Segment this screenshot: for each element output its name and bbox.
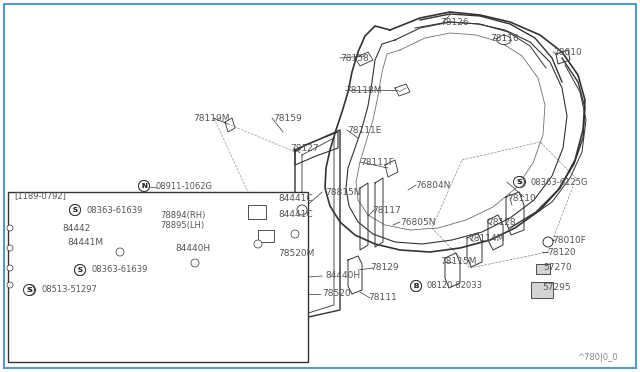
Text: S: S bbox=[77, 267, 83, 273]
Circle shape bbox=[7, 245, 13, 251]
Text: 78111F: 78111F bbox=[360, 157, 394, 167]
Bar bbox=[8, 192, 308, 362]
Text: S: S bbox=[77, 267, 83, 273]
Text: 78894(RH): 78894(RH) bbox=[160, 211, 205, 219]
Text: 78119M: 78119M bbox=[193, 113, 230, 122]
Circle shape bbox=[24, 285, 35, 295]
Text: 08513-51297: 08513-51297 bbox=[41, 285, 97, 295]
Circle shape bbox=[70, 205, 81, 215]
Text: 08363-61639: 08363-61639 bbox=[86, 205, 142, 215]
Text: 78159: 78159 bbox=[273, 113, 301, 122]
Text: S: S bbox=[26, 287, 31, 293]
Circle shape bbox=[410, 280, 422, 292]
Text: 84440H: 84440H bbox=[175, 244, 210, 253]
Text: S: S bbox=[72, 207, 77, 213]
Text: N: N bbox=[141, 183, 147, 189]
Circle shape bbox=[116, 248, 124, 256]
Bar bbox=[258, 230, 274, 242]
Text: B: B bbox=[413, 283, 419, 289]
Text: [1189-0792]: [1189-0792] bbox=[14, 192, 66, 201]
Ellipse shape bbox=[497, 35, 511, 45]
Circle shape bbox=[254, 240, 262, 248]
Text: 78128: 78128 bbox=[487, 218, 516, 227]
Text: 08911-1062G: 08911-1062G bbox=[155, 182, 212, 190]
Text: N: N bbox=[141, 183, 147, 189]
Text: 57270: 57270 bbox=[543, 263, 572, 273]
Circle shape bbox=[297, 205, 307, 215]
Text: 78110: 78110 bbox=[507, 193, 536, 202]
Bar bbox=[536, 264, 550, 274]
Text: 84440H: 84440H bbox=[325, 272, 360, 280]
Text: ^780|0_0: ^780|0_0 bbox=[577, 353, 618, 362]
Text: 78120: 78120 bbox=[547, 247, 575, 257]
Text: 78118M: 78118M bbox=[345, 86, 381, 94]
Text: 78520M: 78520M bbox=[278, 250, 314, 259]
Text: 78111: 78111 bbox=[368, 294, 397, 302]
Text: 08363-6125G: 08363-6125G bbox=[531, 177, 588, 186]
Text: 84441C: 84441C bbox=[278, 193, 312, 202]
Circle shape bbox=[138, 180, 150, 192]
Text: 78114M: 78114M bbox=[468, 234, 504, 243]
Text: 78115M: 78115M bbox=[440, 257, 477, 266]
Text: 84441C: 84441C bbox=[278, 209, 312, 218]
Text: 76805N: 76805N bbox=[400, 218, 435, 227]
Circle shape bbox=[70, 205, 81, 215]
Circle shape bbox=[7, 282, 13, 288]
Text: 78116: 78116 bbox=[490, 33, 519, 42]
Text: 08363-61639: 08363-61639 bbox=[91, 266, 147, 275]
Circle shape bbox=[191, 259, 199, 267]
Circle shape bbox=[74, 264, 86, 276]
Circle shape bbox=[74, 264, 86, 276]
Text: S: S bbox=[72, 207, 77, 213]
Bar bbox=[248, 205, 266, 219]
Text: 08120-82033: 08120-82033 bbox=[427, 282, 483, 291]
Circle shape bbox=[7, 265, 13, 271]
Text: S: S bbox=[28, 287, 33, 293]
Text: 78520: 78520 bbox=[322, 289, 351, 298]
Text: 78895(LH): 78895(LH) bbox=[160, 221, 204, 230]
Circle shape bbox=[24, 285, 35, 295]
Circle shape bbox=[138, 180, 150, 192]
Text: S: S bbox=[518, 179, 522, 185]
Text: 78158: 78158 bbox=[340, 54, 369, 62]
Text: 78010F: 78010F bbox=[552, 235, 586, 244]
Text: 84441M: 84441M bbox=[67, 237, 103, 247]
Text: 78111E: 78111E bbox=[347, 125, 381, 135]
Circle shape bbox=[543, 237, 553, 247]
Text: S: S bbox=[516, 179, 522, 185]
Circle shape bbox=[7, 225, 13, 231]
Text: B: B bbox=[413, 283, 419, 289]
Text: 78127: 78127 bbox=[290, 144, 319, 153]
Circle shape bbox=[410, 280, 422, 292]
Circle shape bbox=[513, 176, 525, 187]
Text: 78129: 78129 bbox=[370, 263, 399, 273]
Circle shape bbox=[515, 176, 525, 187]
Text: 76804N: 76804N bbox=[415, 180, 451, 189]
Text: 84442: 84442 bbox=[62, 224, 90, 232]
Text: 78815N: 78815N bbox=[325, 187, 360, 196]
Text: 78117: 78117 bbox=[372, 205, 401, 215]
Text: 57295: 57295 bbox=[542, 283, 571, 292]
Text: 78126: 78126 bbox=[440, 17, 468, 26]
Text: 78010: 78010 bbox=[553, 48, 582, 57]
Circle shape bbox=[291, 230, 299, 238]
Bar bbox=[531, 282, 553, 298]
